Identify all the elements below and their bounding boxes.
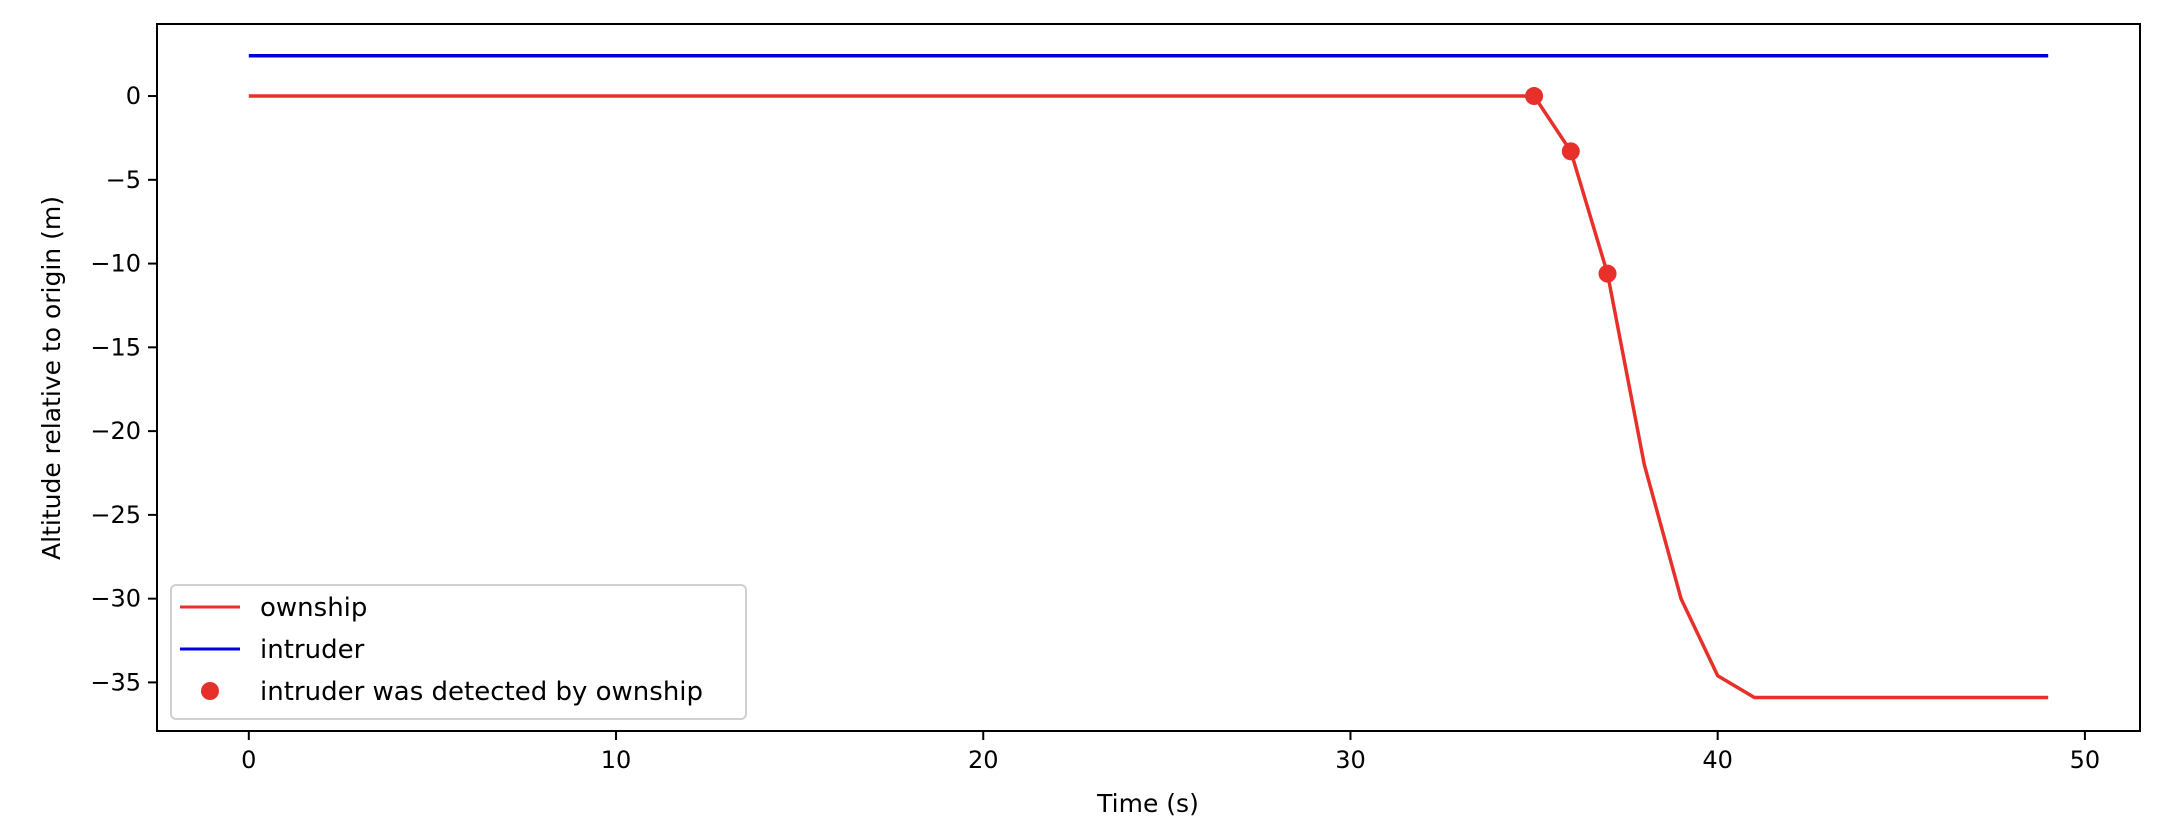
y-tick-label: −15 xyxy=(90,333,141,361)
legend-ownship-label: ownship xyxy=(260,593,367,623)
x-tick-label: 20 xyxy=(968,746,999,774)
y-tick-label: −20 xyxy=(90,417,141,445)
series-line-ownship xyxy=(248,94,2049,700)
y-tick-label: −30 xyxy=(90,585,141,613)
detection-point xyxy=(1525,87,1544,106)
x-tick-label: 10 xyxy=(601,746,632,774)
y-tick-label: −5 xyxy=(106,166,141,194)
plot-frame xyxy=(156,23,2141,732)
y-tick-label: −10 xyxy=(90,250,141,278)
detection-point xyxy=(1598,264,1617,283)
y-tick-label: −35 xyxy=(90,668,141,696)
x-tick-label: 0 xyxy=(241,746,256,774)
x-axis: 0 10 20 30 40 50 xyxy=(241,731,2100,774)
series-layer xyxy=(248,54,2049,700)
x-axis-label: Time (s) xyxy=(1096,789,1199,818)
legend: ownship intruder intruder was detected b… xyxy=(170,584,747,720)
legend-detection-swatch xyxy=(201,682,219,700)
y-tick-label: 0 xyxy=(126,82,141,110)
y-axis-label: Altitude relative to origin (m) xyxy=(37,196,66,560)
x-tick-label: 30 xyxy=(1335,746,1366,774)
detection-point xyxy=(1561,142,1580,161)
x-tick-label: 40 xyxy=(1702,746,1733,774)
legend-detection-label: intruder was detected by ownship xyxy=(260,677,703,707)
x-tick-label: 50 xyxy=(2070,746,2101,774)
legend-box xyxy=(170,584,747,720)
y-axis: 0 −5 −10 −15 −20 −25 −30 −35 xyxy=(90,82,157,696)
y-tick-label: −25 xyxy=(90,501,141,529)
legend-intruder-label: intruder xyxy=(260,635,365,665)
